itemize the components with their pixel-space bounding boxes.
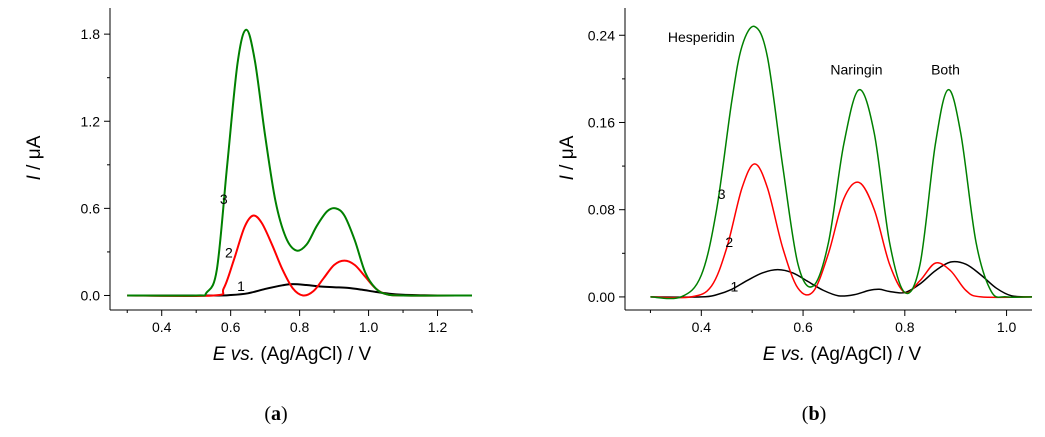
y-tick-label: 0.0	[81, 287, 101, 303]
x-tick-label: 0.6	[221, 319, 241, 335]
series-3-line	[127, 28, 473, 297]
panel-label: (b)	[802, 403, 826, 425]
x-tick-label: 0.8	[290, 319, 310, 335]
series-2-label: 2	[225, 245, 233, 261]
x-tick-label: 1.0	[359, 319, 379, 335]
y-axis-title: I / μA	[557, 135, 578, 180]
series-1-line	[650, 260, 1033, 298]
series-3-label: 3	[220, 191, 228, 207]
series-2-label: 2	[725, 234, 733, 250]
y-tick-label: 1.2	[81, 113, 101, 129]
series-3-label: 3	[718, 186, 726, 202]
y-axis-title: I / μA	[24, 135, 45, 180]
annotation-naringin: Naringin	[830, 62, 882, 78]
annotation-hesperidin: Hesperidin	[668, 29, 735, 45]
y-tick-label: 0.6	[81, 200, 101, 216]
x-tick-label: 0.6	[793, 319, 813, 335]
annotation-both: Both	[931, 62, 960, 78]
y-tick-label: 0.00	[588, 289, 615, 305]
panel-label: (a)	[264, 403, 287, 425]
x-tick-label: 0.8	[895, 319, 915, 335]
x-tick-label: 1.0	[997, 319, 1017, 335]
y-tick-label: 0.16	[588, 114, 615, 130]
chart-panel-a: 0.4 0.6 0.8 1.0 1.2 0.0 0.6 1.2 1.8 1 2 3 E vs. (Ag/…	[24, 8, 473, 425]
x-tick-label: 0.4	[692, 319, 712, 335]
y-tick-label: 1.8	[81, 26, 101, 42]
y-tick-label: 0.08	[588, 202, 615, 218]
x-tick-label: 1.2	[428, 319, 448, 335]
y-tick-label: 0.24	[588, 27, 615, 43]
chart-panel-b: 0.4 0.6 0.8 1.0 0.00 0.08 0.16 0.24 1 2 3 Hesperidi…	[557, 8, 1033, 425]
x-axis-title: E vs. (Ag/AgCl) / V	[763, 344, 922, 365]
x-axis-title: E vs. (Ag/AgCl) / V	[213, 344, 372, 365]
series-1-label: 1	[730, 278, 738, 294]
series-3-line	[650, 25, 1033, 300]
series-1-label: 1	[237, 278, 245, 294]
series-2-line	[650, 163, 1033, 299]
x-tick-label: 0.4	[152, 319, 172, 335]
